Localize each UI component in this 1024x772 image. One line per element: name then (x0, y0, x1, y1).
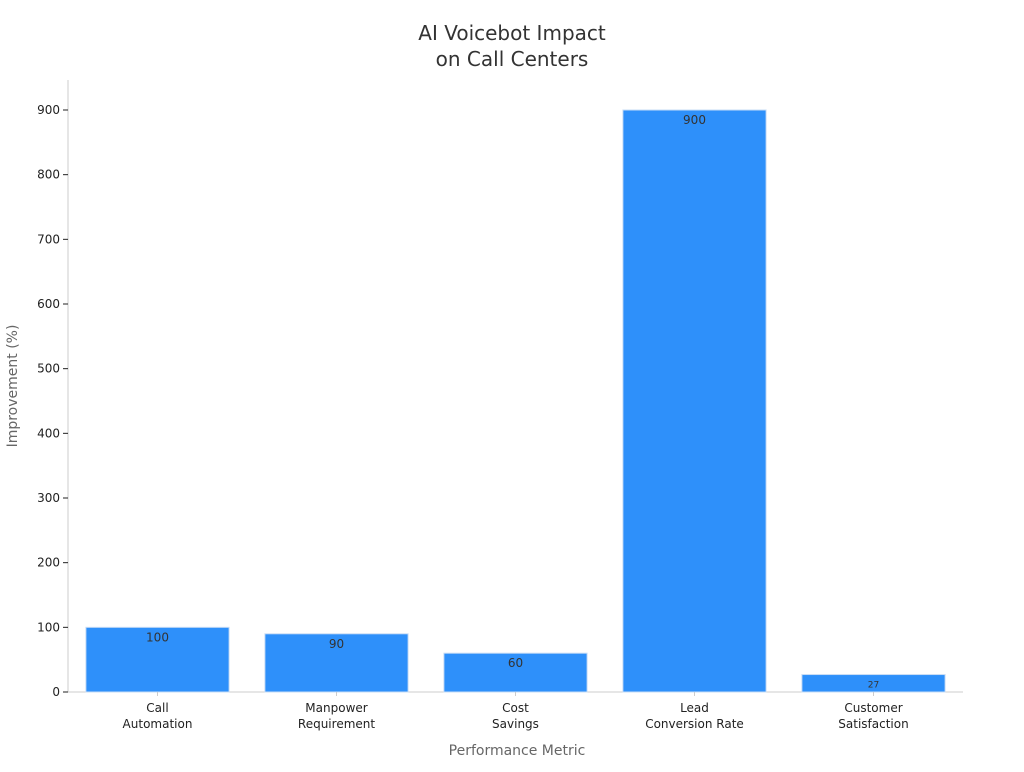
y-tick-label: 0 (52, 685, 60, 699)
y-tick-label: 800 (37, 168, 60, 182)
x-tick-label: Cost (502, 701, 529, 715)
bar-value-label: 900 (683, 113, 706, 127)
x-tick-label: Lead (680, 701, 709, 715)
x-tick-label: Automation (123, 717, 193, 731)
y-axis-label: Improvement (%) (5, 325, 21, 448)
bar (622, 109, 767, 693)
x-tick-label: Satisfaction (838, 717, 908, 731)
bar (443, 652, 588, 693)
bar-value-label: 90 (329, 637, 344, 651)
y-tick-label: 200 (37, 556, 60, 570)
x-tick-label: Conversion Rate (645, 717, 744, 731)
y-tick-label: 500 (37, 362, 60, 376)
y-tick-label: 400 (37, 426, 60, 440)
bar-value-label: 100 (146, 630, 169, 644)
chart-title-line-1: AI Voicebot Impact (418, 21, 606, 45)
y-tick-label: 100 (37, 620, 60, 634)
y-axis-ticks: 0 100 200 300 400 500 600 700 800 900 (37, 103, 68, 699)
y-tick-label: 300 (37, 491, 60, 505)
bar (264, 633, 409, 693)
chart-title-line-2: on Call Centers (436, 47, 589, 71)
x-tick-label: Requirement (298, 717, 375, 731)
bar-value-label: 60 (508, 656, 523, 670)
bars-group: 100 90 60 900 27 (85, 109, 946, 693)
bar (85, 626, 230, 693)
x-tick-label: Customer (844, 701, 902, 715)
y-tick-label: 600 (37, 297, 60, 311)
x-tick-label: Call (146, 701, 168, 715)
x-tick-label: Manpower (305, 701, 367, 715)
x-axis-ticks: Call Automation Manpower Requirement Cost Sav… (123, 692, 909, 731)
x-axis-label: Performance Metric (449, 743, 586, 759)
y-tick-label: 900 (37, 103, 60, 117)
bar-value-label: 27 (868, 681, 879, 691)
x-tick-label: Savings (492, 717, 539, 731)
y-tick-label: 700 (37, 232, 60, 246)
